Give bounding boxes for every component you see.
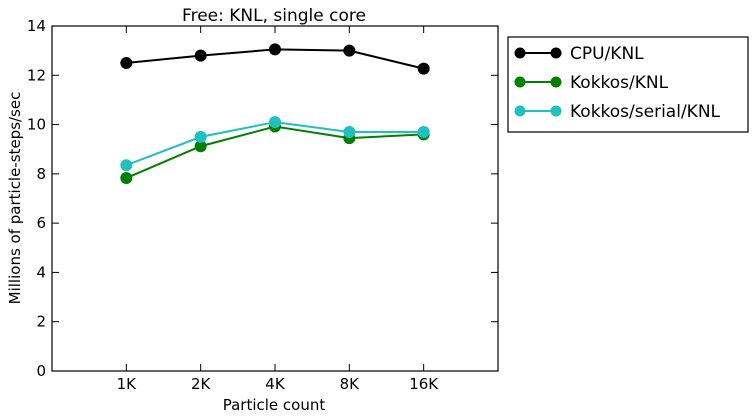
y-tick-label: 8 (36, 165, 46, 183)
legend-marker (514, 76, 526, 88)
legend-label: Kokkos/KNL (570, 73, 669, 93)
data-point (120, 172, 133, 185)
series-line (125, 125, 424, 179)
plot-frame (51, 25, 499, 372)
data-point (120, 56, 133, 69)
y-tick-label: 2 (36, 313, 46, 331)
x-tick-label: 8K (340, 375, 361, 393)
data-point (343, 44, 356, 57)
x-axis-label: Particle count (223, 396, 326, 414)
y-axis-label: Millions of particle-steps/sec (6, 92, 24, 305)
data-point (417, 125, 430, 138)
y-tick-label: 14 (27, 17, 46, 35)
legend-label: CPU/KNL (570, 44, 644, 64)
y-tick-label: 12 (27, 66, 46, 84)
x-tick-label: 4K (265, 375, 286, 393)
data-point (417, 62, 430, 75)
legend-marker (514, 47, 526, 59)
data-point (269, 116, 281, 129)
x-tick-label: 2K (191, 375, 212, 393)
y-tick-label: 4 (36, 263, 46, 281)
legend-marker (550, 76, 562, 88)
legend-marker (514, 105, 526, 117)
legend-label: Kokkos/serial/KNL (570, 102, 721, 122)
data-point (343, 125, 356, 138)
chart-title: Free: KNL, single core (182, 6, 366, 26)
data-point (194, 130, 207, 143)
legend-marker (550, 105, 562, 117)
x-tick-label: 1K (117, 375, 138, 393)
x-tick-label: 16K (409, 375, 439, 393)
data-point (269, 43, 281, 56)
data-point (194, 49, 207, 62)
legend-marker (550, 47, 562, 59)
data-point (120, 159, 133, 172)
plot-area: 0 2 4 6 8 10 12 14 1K 2K 4K 8K 16K (27, 17, 499, 393)
y-tick-label: 10 (27, 116, 46, 134)
legend: CPU/KNL Kokkos/KNL Kokkos/serial/KNL (507, 36, 749, 133)
y-tick-label: 6 (36, 214, 46, 232)
y-tick-label: 0 (36, 362, 46, 380)
